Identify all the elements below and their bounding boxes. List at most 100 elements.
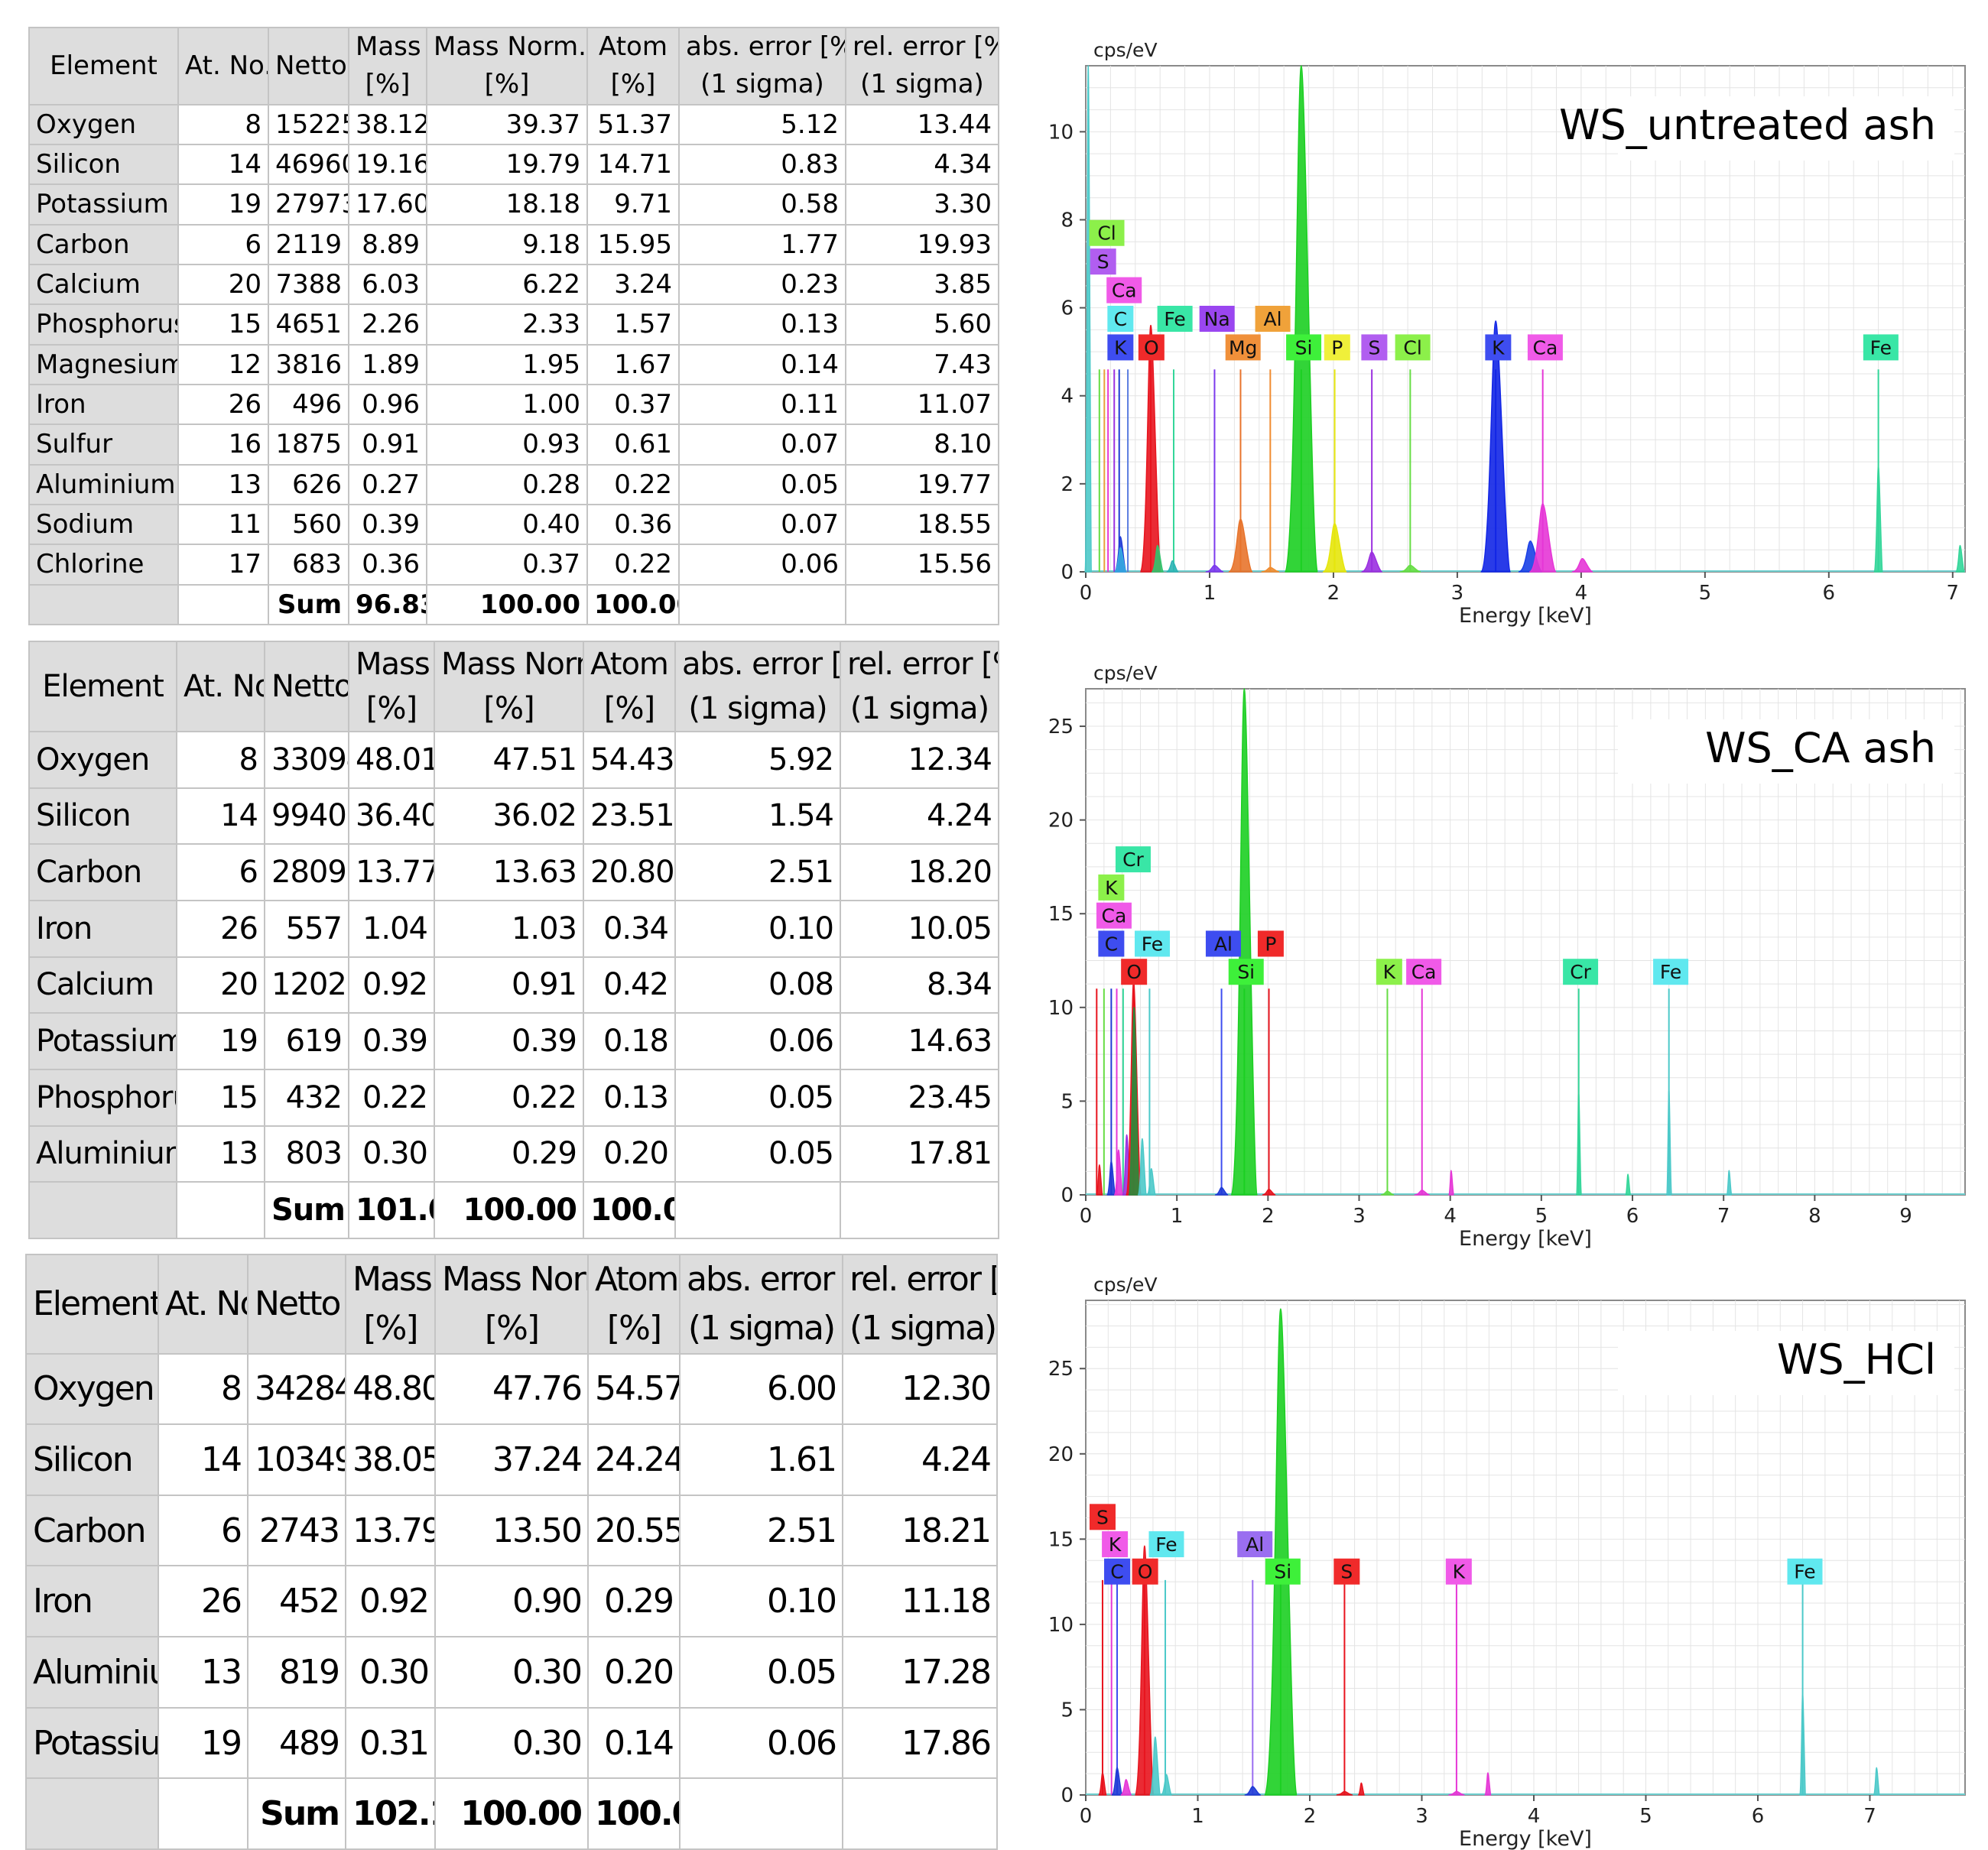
cell-at-no: 26 [158,1565,248,1638]
col-header-line: Element [50,50,158,81]
element-label-box [1138,334,1165,361]
cell-netto: 15225 [268,103,349,145]
cell-rel-error: 5.60 [845,303,999,346]
element-label-text: Fe [1155,1534,1177,1556]
element-label-text: K [1109,1534,1122,1556]
cell-abs-error: 0.05 [674,1125,841,1183]
cell-rel-error: 4.34 [845,143,999,186]
element-label-box [1089,1504,1116,1530]
sum-mass-norm: 100.00 [434,1777,589,1850]
element-label: K [1376,959,1402,985]
element-label-text: Ca [1533,336,1558,359]
cell-at-no: 12 [177,343,269,385]
cell-mass: 0.22 [348,1068,435,1127]
cell-mass: 2.26 [348,303,427,346]
sum-empty-cell [679,1777,843,1850]
cell-at-no: 17 [177,544,269,586]
cell-mass-norm: 0.37 [426,544,588,586]
element-label-box [1106,277,1142,303]
cell-abs-error: 0.07 [678,424,846,466]
col-header-line: Mass Norm. [434,31,586,62]
element-label-text: Si [1274,1561,1291,1583]
element-label: Ca [1406,959,1442,985]
element-label-box [1090,248,1116,275]
element-label-text: Ca [1112,280,1137,302]
cell-element: Potassium [28,183,179,226]
table-row: Phosphorus 15 4651 2.26 2.33 1.57 0.13 5.60 [28,303,999,346]
element-label-box [1237,1531,1273,1558]
element-label-text: O [1138,1561,1153,1583]
col-header-line: Atom [590,647,669,682]
element-label: O [1132,1558,1158,1585]
spectrum-peak [1149,1736,1161,1796]
spectrum-peak [1106,1160,1116,1196]
element-label-text: K [1453,1561,1466,1583]
cell-atom: 0.37 [586,383,680,426]
cell-mass: 0.36 [348,544,427,586]
cell-abs-error: 0.13 [678,303,846,346]
col-header-line: Atom [595,1260,678,1299]
x-tick-label: 0 [1080,1205,1093,1228]
cell-atom: 0.36 [586,503,680,546]
cell-mass-norm: 13.50 [434,1494,589,1567]
col-header-line: Mass Norm. [441,647,582,682]
element-label: Na [1199,306,1235,332]
cell-element: Aluminium [25,1636,159,1709]
sum-empty-cell [177,583,269,626]
x-tick-label: 6 [1752,1805,1765,1828]
cell-element: Iron [28,899,177,958]
col-header-line: [%] [363,1308,418,1348]
element-label-box [1115,846,1151,873]
cell-mass-norm: 6.22 [426,263,588,306]
element-label: C [1107,306,1134,332]
sum-blank-cell [28,1181,177,1239]
col-header-line: [%] [603,691,655,726]
cell-netto: 2743 [247,1494,346,1567]
sum-blank-cell [25,1777,159,1850]
element-label: Cr [1563,959,1599,985]
spectrum-peak [1624,1173,1632,1196]
element-label-box [1107,306,1134,332]
element-label: Ca [1106,277,1142,303]
y-tick-label: 5 [1061,1699,1074,1722]
col-header-line: rel. error [%] [847,647,997,682]
element-label: Al [1237,1531,1273,1558]
x-tick-label: 1 [1204,582,1217,605]
cell-element: Sulfur [28,424,179,466]
cell-at-no: 6 [177,223,269,265]
spectrum-peak [1954,544,1966,573]
spectrum-peak [1230,688,1259,1196]
y-tick-label: 20 [1048,810,1074,832]
cell-mass-norm: 0.30 [434,1706,589,1780]
x-tick-label: 4 [1444,1205,1457,1228]
cell-netto: 4651 [268,303,349,346]
col-header-mass-norm: Mass Norm. [%] [426,27,588,105]
table-row: Carbon 6 2743 13.79 13.50 20.55 2.51 18.21 [25,1494,998,1567]
element-label-text: C [1110,1561,1123,1583]
element-label-text: Al [1264,308,1282,330]
cell-atom: 9.71 [586,183,680,226]
element-label-box [1445,1558,1472,1585]
sum-atom: 100.00 [583,1181,676,1239]
cell-element: Silicon [25,1423,159,1496]
col-header-rel-error: rel. error [%] (1 sigma) [840,641,999,732]
col-header-line: At. No. [165,1284,246,1323]
cell-netto: 46960 [268,143,349,186]
cell-mass-norm: 0.91 [434,956,584,1014]
element-label-box [1157,306,1193,332]
element-label: Fe [1157,306,1193,332]
x-tick-label: 5 [1699,582,1712,605]
cell-element: Calcium [28,263,179,306]
element-label: Si [1265,1558,1301,1585]
element-label: Ca [1096,902,1132,929]
